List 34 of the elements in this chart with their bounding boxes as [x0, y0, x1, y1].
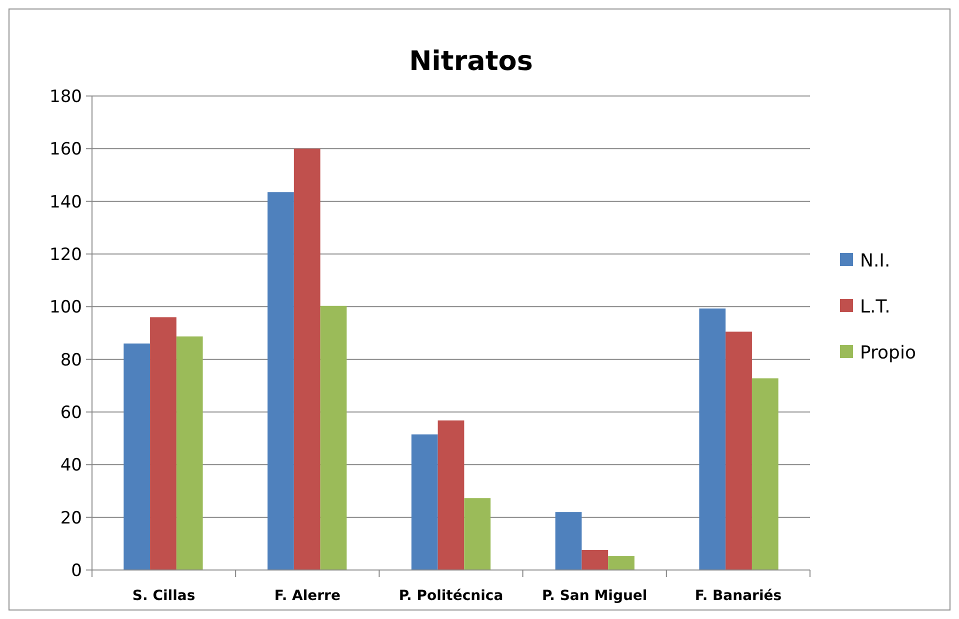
bar: [582, 550, 608, 570]
bar: [124, 344, 150, 570]
x-tick-label: S. Cillas: [132, 588, 196, 604]
bar: [752, 378, 778, 570]
bar: [555, 512, 582, 570]
x-tick-label: P. Politécnica: [398, 588, 504, 604]
bar: [268, 192, 294, 570]
bar: [320, 306, 347, 570]
legend-label: Propio: [860, 342, 916, 364]
bar: [438, 420, 464, 570]
bar: [176, 336, 203, 570]
y-tick-label: 60: [60, 402, 82, 423]
legend-label: L.T.: [860, 296, 890, 318]
legend-label: N.I.: [860, 250, 890, 272]
y-tick-label: 120: [50, 244, 82, 265]
bar: [150, 317, 176, 570]
bar: [411, 434, 438, 570]
y-tick-label: 140: [50, 192, 82, 212]
bar: [726, 332, 752, 570]
x-tick-label: P. San Miguel: [542, 588, 648, 604]
bar: [608, 556, 634, 570]
bar: [464, 498, 491, 570]
y-tick-label: 0: [71, 560, 82, 581]
y-tick-label: 160: [50, 140, 82, 160]
y-tick-label: 180: [50, 86, 82, 107]
bar: [294, 148, 320, 570]
bar: [699, 308, 726, 570]
y-tick-label: 100: [50, 298, 82, 318]
y-tick-label: 80: [60, 350, 82, 370]
y-tick-label: 20: [60, 508, 82, 528]
x-tick-label: F. Alerre: [274, 588, 340, 604]
x-tick-label: F. Banariés: [694, 588, 782, 604]
y-tick-label: 40: [60, 456, 82, 476]
chart-title: Nitratos: [409, 46, 533, 77]
